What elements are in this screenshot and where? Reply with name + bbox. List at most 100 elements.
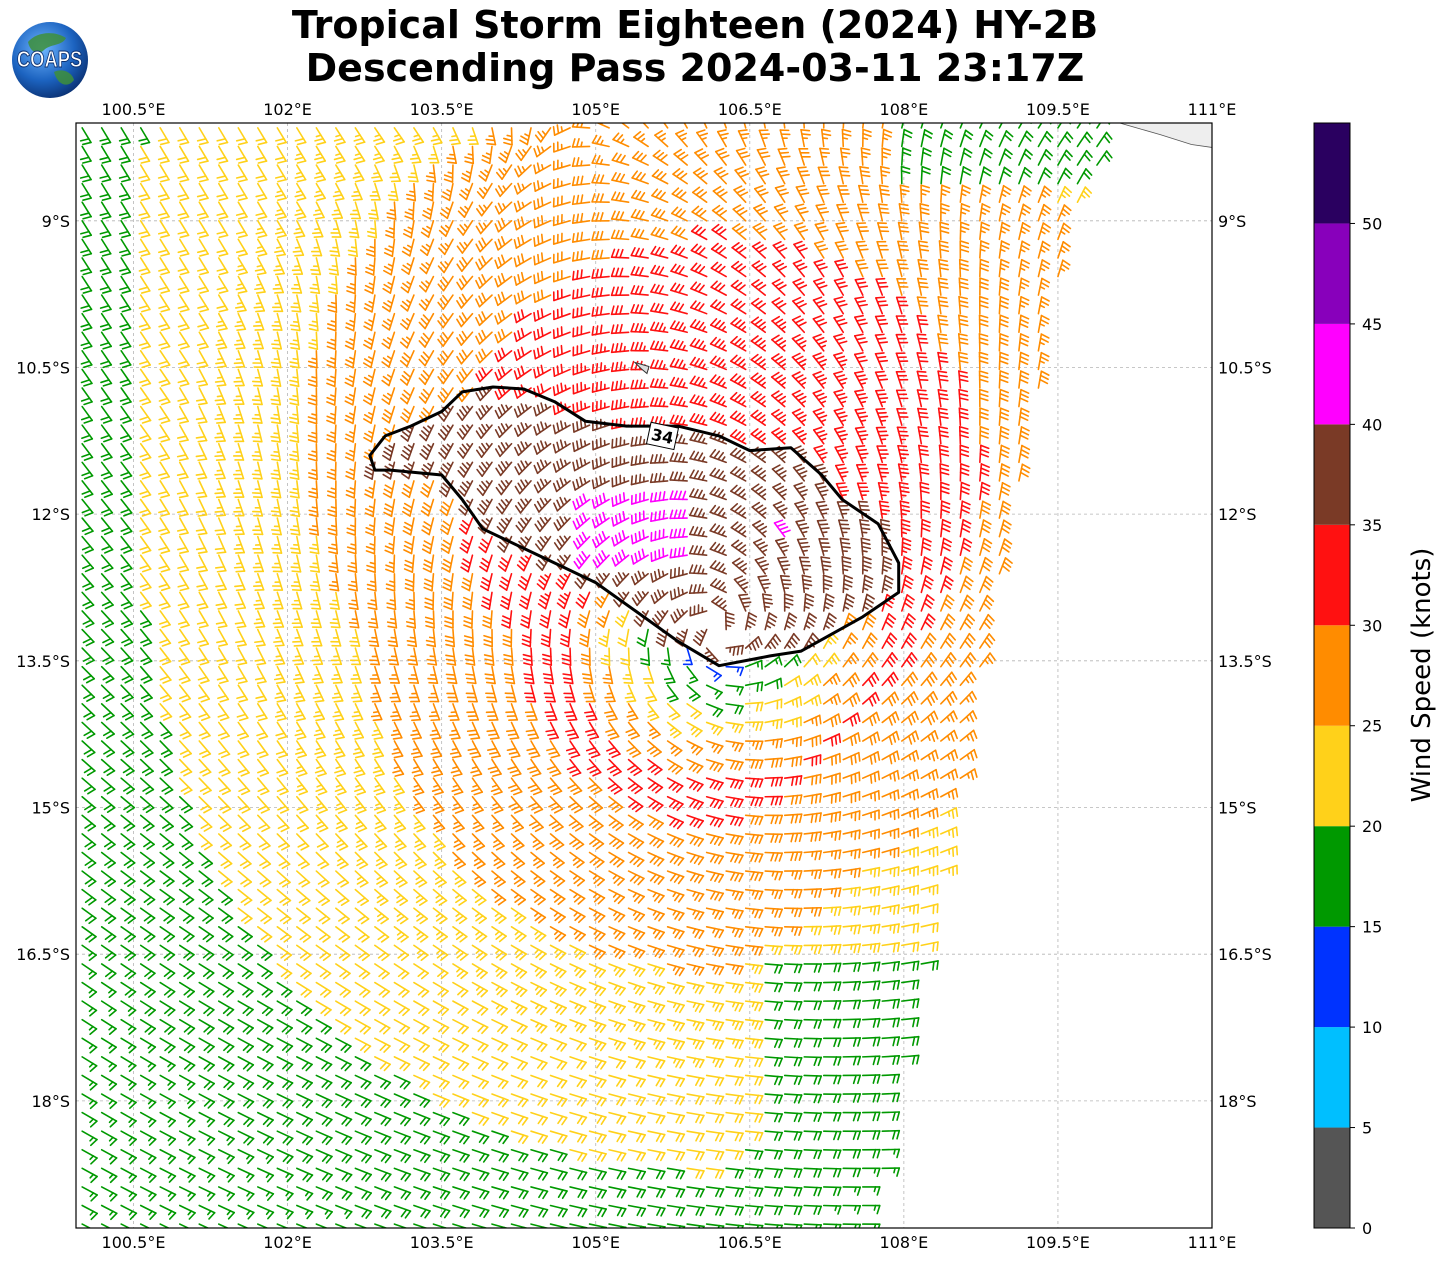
wind-barb: [423, 182, 435, 202]
wind-barb: [332, 182, 345, 201]
wind-barb: [1076, 123, 1091, 129]
barb-feather: [540, 196, 544, 207]
barb-feather: [296, 197, 307, 201]
barb-feather: [296, 141, 307, 146]
barb-feather: [424, 192, 434, 198]
barb-feather: [716, 129, 727, 133]
barb-feather-half: [295, 227, 302, 231]
barb-feather: [372, 179, 383, 183]
barb-feather: [216, 175, 227, 179]
wind-barb: [714, 147, 730, 166]
barb-feather: [694, 148, 704, 154]
barb-feather-half: [662, 475, 665, 483]
barb-feather: [82, 160, 92, 164]
barb-feather: [755, 166, 765, 171]
barb-feather: [1103, 153, 1111, 162]
barb-feather-half: [334, 190, 341, 194]
barb-feather: [138, 175, 149, 179]
barb-feather: [918, 263, 929, 266]
barb-shaft: [159, 164, 170, 181]
barb-feather-half: [411, 153, 419, 156]
wind-barb: [407, 164, 419, 183]
barb-feather-half: [275, 265, 282, 268]
coaps-logo: COAPS: [12, 22, 88, 98]
barb-feather: [257, 178, 268, 183]
wind-barb: [959, 129, 974, 148]
barb-feather: [916, 314, 927, 318]
barb-feather: [877, 203, 888, 206]
barb-feather: [274, 175, 285, 179]
wind-barb: [1076, 131, 1093, 148]
barb-feather: [576, 269, 579, 280]
barb-feather: [580, 269, 583, 280]
barb-feather: [233, 362, 244, 365]
barb-feather-half: [600, 123, 604, 126]
barb-feather: [101, 178, 112, 183]
barb-feather: [917, 300, 928, 303]
wind-barb: [783, 119, 789, 129]
barb-feather: [836, 203, 847, 206]
barb-feather-half: [315, 190, 322, 194]
wind-barb: [138, 127, 151, 146]
barb-feather: [876, 300, 887, 303]
barb-feather: [917, 259, 928, 262]
barb-feather: [654, 130, 663, 136]
barb-feather-half: [583, 459, 587, 466]
barb-feather: [854, 259, 865, 262]
wind-barb: [138, 164, 151, 183]
barb-feather: [879, 211, 890, 214]
barb-feather-half: [312, 302, 319, 305]
barb-feather: [720, 154, 730, 160]
wind-barb: [387, 182, 399, 202]
barb-feather-half: [432, 134, 439, 138]
barb-feather: [255, 175, 266, 179]
barb-feather: [576, 175, 580, 186]
barb-feather-half: [503, 151, 510, 156]
barb-feather: [591, 382, 594, 393]
barb-feather-half: [521, 183, 525, 190]
barb-feather: [82, 197, 92, 201]
wind-barb: [255, 145, 268, 164]
barb-feather: [216, 156, 227, 161]
barb-feather-half: [311, 394, 318, 398]
barb-feather: [140, 160, 151, 164]
barb-feather: [857, 244, 868, 247]
barb-feather: [271, 439, 281, 443]
barb-feather: [177, 156, 188, 161]
barb-feather: [409, 157, 420, 160]
barb-feather: [215, 495, 226, 499]
barb-feather: [571, 176, 576, 187]
barb-feather-half: [315, 171, 322, 175]
barb-shaft: [100, 145, 112, 162]
barb-feather: [481, 159, 491, 165]
wind-barb: [755, 166, 770, 185]
barb-feather-half: [292, 376, 299, 379]
barb-feather: [636, 112, 644, 116]
wind-barb: [716, 129, 729, 148]
wind-barb: [591, 154, 610, 166]
barb-feather: [332, 194, 343, 198]
wind-barb: [294, 164, 307, 183]
barb-shaft: [1018, 130, 1028, 148]
wind-barb: [571, 156, 591, 168]
barb-feather: [270, 473, 281, 476]
wind-barb: [758, 129, 771, 148]
wind-barb: [333, 127, 346, 146]
barb-feather: [875, 407, 886, 411]
barb-feather-half: [564, 422, 568, 429]
barb-shaft: [139, 182, 151, 199]
barb-feather: [675, 170, 684, 178]
wind-barb: [503, 127, 513, 146]
barb-feather: [533, 236, 536, 247]
barb-feather-half: [784, 119, 789, 120]
barb-feather: [699, 172, 708, 179]
barb-feather: [270, 435, 281, 439]
barb-feather: [533, 147, 538, 158]
wind-barb: [571, 175, 591, 187]
barb-shaft: [237, 164, 248, 181]
barb-feather: [160, 178, 170, 183]
wind-barb: [513, 182, 532, 195]
barb-feather: [498, 156, 507, 164]
barb-feather: [878, 207, 889, 210]
barb-shaft: [81, 164, 92, 181]
